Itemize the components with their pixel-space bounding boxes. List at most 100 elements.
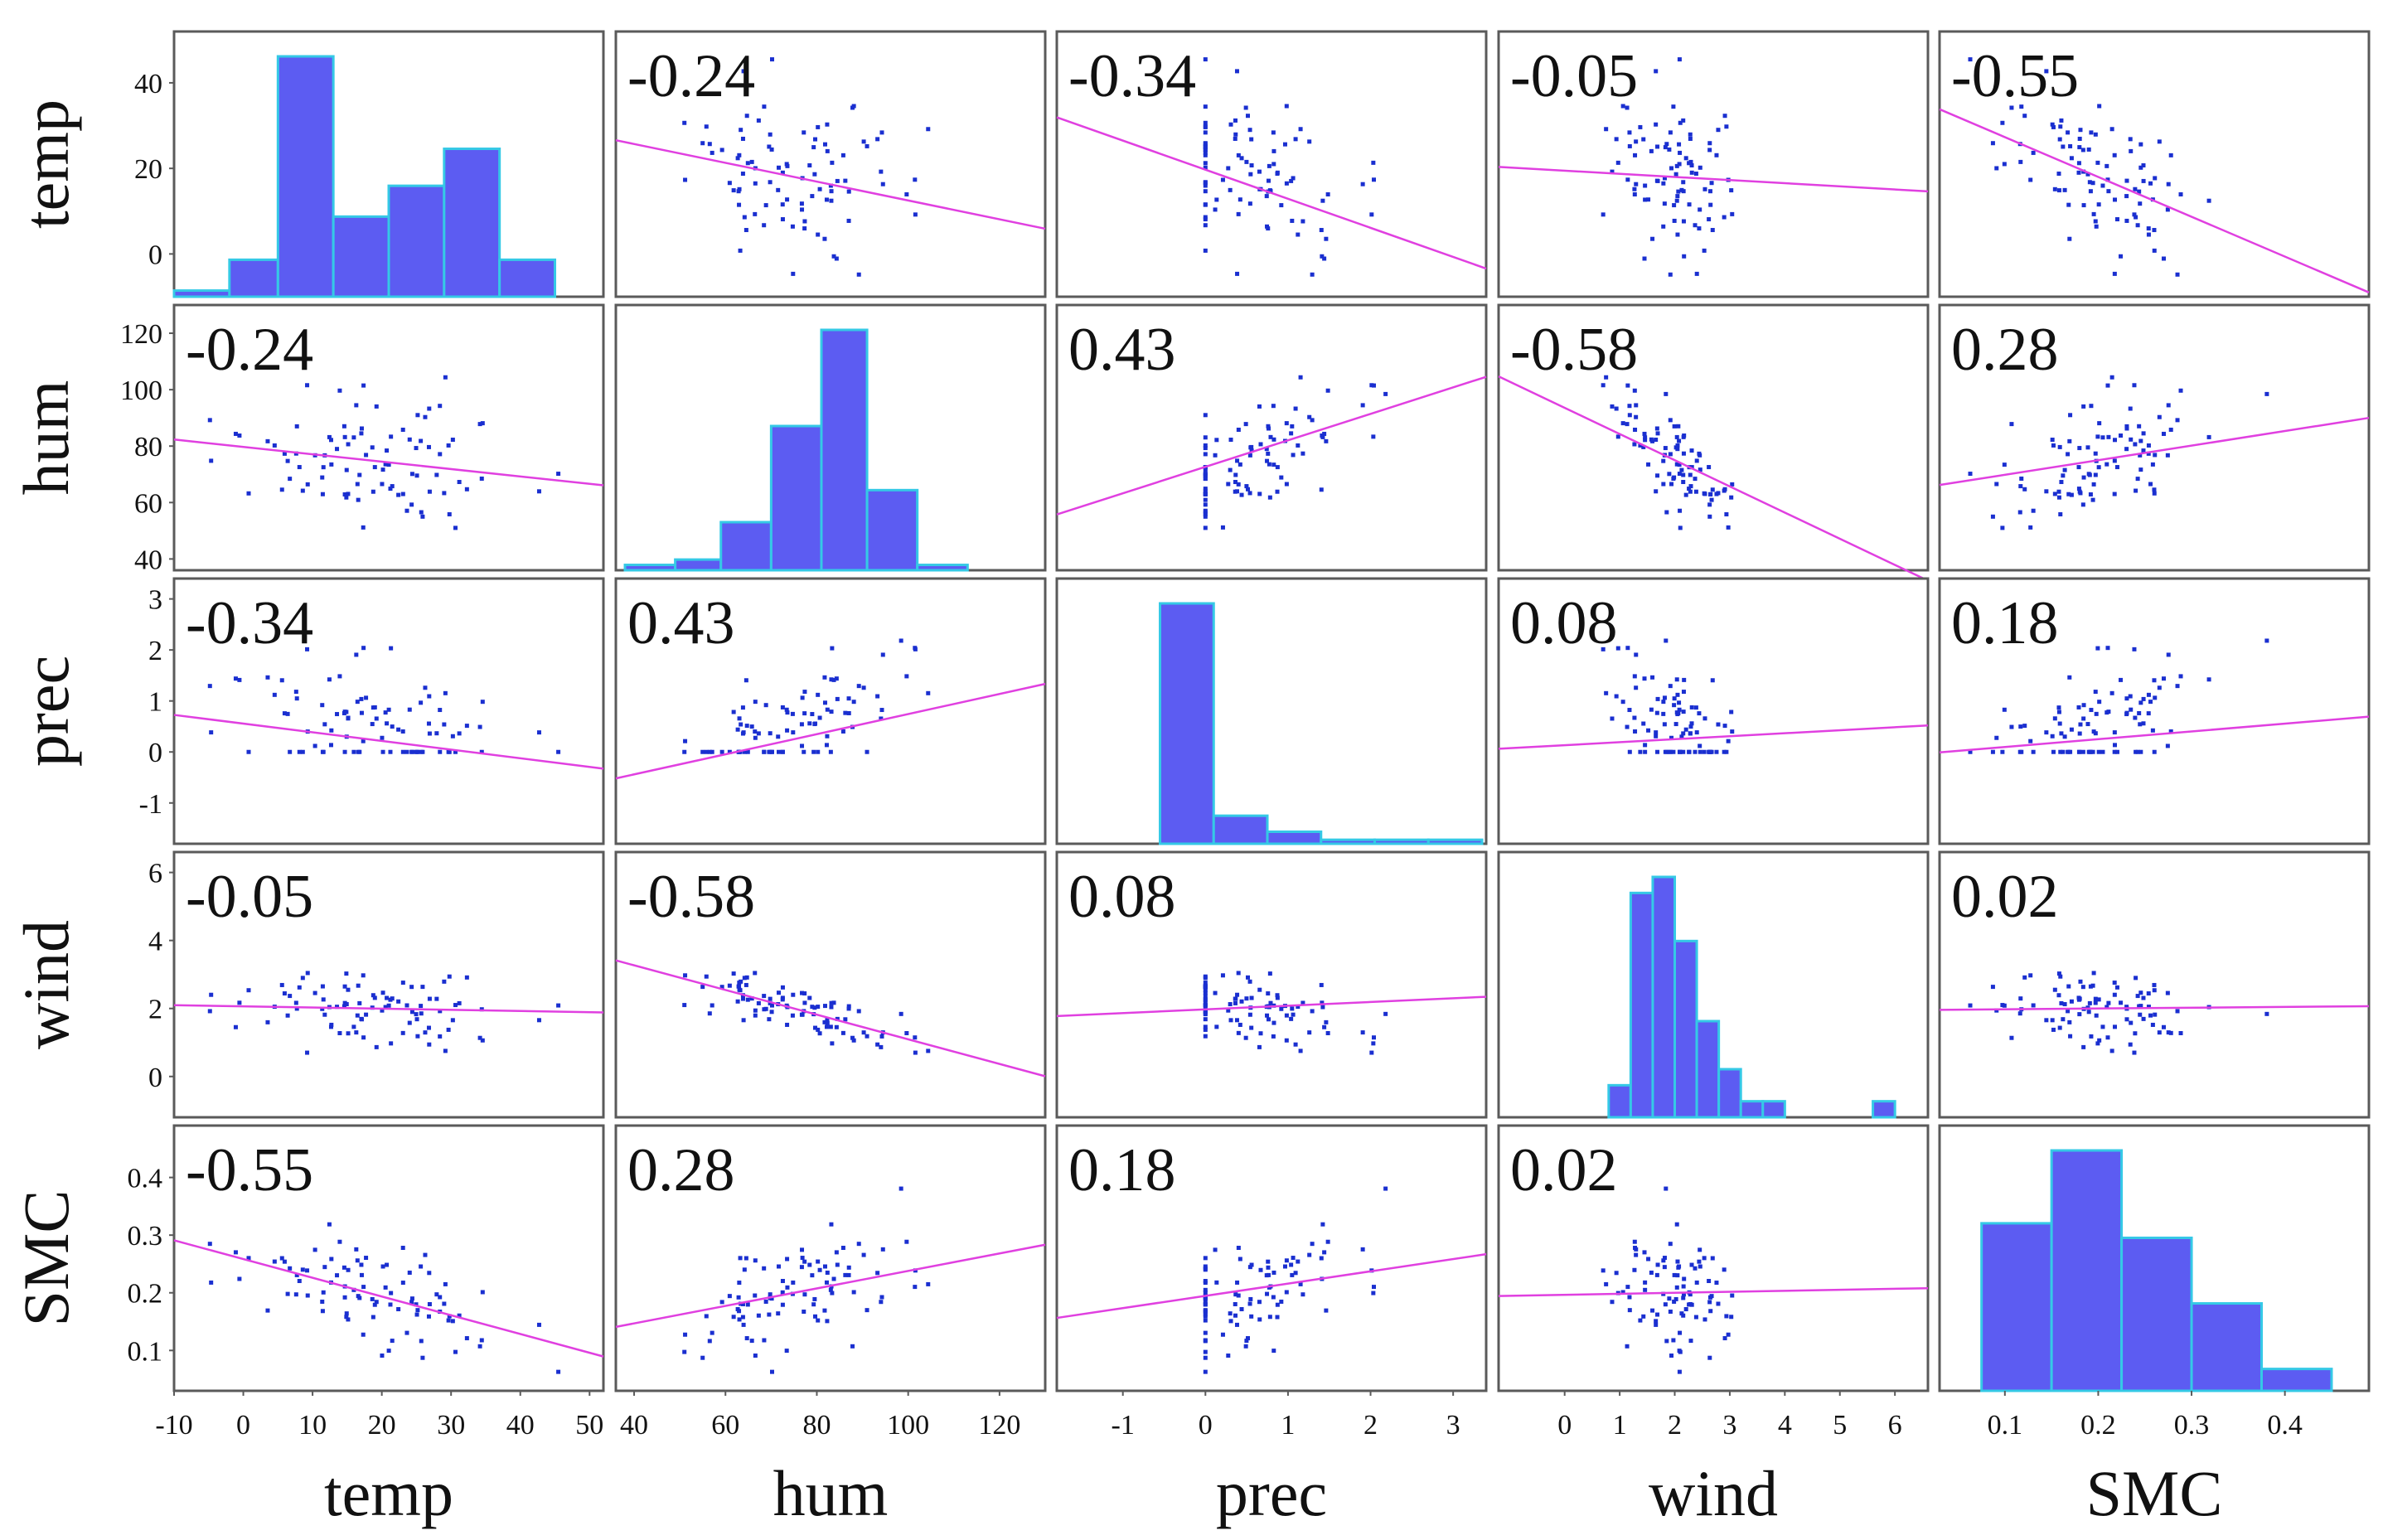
scatter-point — [704, 124, 709, 129]
scatter-point — [743, 228, 748, 233]
scatter-point — [1324, 1308, 1329, 1313]
scatter-point — [1289, 431, 1294, 436]
scatter-point — [829, 1000, 834, 1005]
hist-bar-temp-2 — [276, 55, 335, 298]
scatter-point — [434, 472, 439, 477]
scatter-point — [1310, 272, 1315, 277]
scatter-point — [265, 1019, 270, 1024]
scatter-point — [1688, 731, 1693, 736]
scatter-point — [2105, 646, 2110, 651]
scatter-point — [1641, 1314, 1646, 1319]
scatter-point — [1275, 1302, 1280, 1307]
scatter-point — [2078, 722, 2083, 727]
scatter-point — [388, 1302, 393, 1307]
scatter-point — [2088, 984, 2093, 989]
scatter-point — [2112, 492, 2117, 496]
scatter-point — [741, 1322, 746, 1327]
scatter-point — [1371, 1041, 1376, 1046]
scatter-point — [361, 739, 366, 743]
scatter-point — [1236, 482, 1241, 487]
scatter-point — [2093, 132, 2098, 137]
scatter-point — [2129, 707, 2134, 712]
scatter-point — [400, 492, 405, 496]
scatter-point — [767, 1017, 772, 1022]
scatter-point — [1239, 999, 1244, 1004]
scatter-point — [2153, 453, 2158, 458]
scatter-point — [364, 695, 369, 700]
scatter-point — [409, 502, 414, 507]
scatter-point — [370, 722, 375, 727]
scatter-point — [791, 271, 796, 276]
scatter-point — [807, 721, 812, 726]
scatter-point — [1203, 497, 1208, 502]
scatter-point — [442, 722, 447, 727]
scatter-point — [767, 1312, 772, 1317]
scatter-point — [2104, 1005, 2109, 1010]
scatter-point — [2056, 705, 2061, 710]
scatter-point — [279, 487, 284, 492]
x-axis-label-SMC: SMC — [2086, 1457, 2223, 1529]
scatter-point — [1698, 1247, 1702, 1252]
panel-prec-SMC-frame — [1938, 577, 2371, 845]
scatter-point — [359, 1272, 364, 1277]
scatter-point — [780, 202, 785, 207]
scatter-point — [396, 999, 401, 1004]
scatter-point — [2076, 161, 2081, 166]
scatter-point — [1681, 118, 1686, 123]
scatter-point — [2058, 974, 2063, 979]
scatter-point — [739, 722, 743, 727]
scatter-point — [2175, 1009, 2180, 1014]
scatter-point — [2000, 525, 2005, 530]
scatter-point — [829, 1222, 834, 1227]
scatter-point — [1682, 433, 1687, 438]
scatter-point — [207, 1242, 212, 1247]
scatter-point — [305, 482, 310, 487]
scatter-point — [414, 1312, 419, 1317]
scatter-point — [447, 749, 452, 754]
scatter-point — [480, 1038, 485, 1043]
scatter-point — [2146, 232, 2151, 237]
scatter-point — [1203, 130, 1208, 135]
scatter-point — [355, 700, 360, 705]
scatter-point — [1627, 404, 1632, 409]
scatter-point — [802, 991, 807, 996]
scatter-point — [1655, 696, 1660, 701]
scatter-point — [1249, 448, 1254, 453]
scatter-point — [1681, 690, 1686, 695]
x-tick-label-wind: 1 — [1613, 1410, 1627, 1441]
scatter-point — [419, 1264, 424, 1269]
scatter-point — [835, 178, 840, 183]
scatter-point — [1646, 462, 1651, 467]
scatter-point — [731, 971, 736, 976]
scatter-point — [297, 1279, 302, 1284]
hist-bar-wind-4 — [1695, 1019, 1721, 1119]
scatter-point — [372, 995, 377, 1000]
scatter-point — [1726, 739, 1731, 743]
scatter-point — [825, 122, 830, 127]
scatter-point — [1249, 1262, 1254, 1267]
scatter-point — [2090, 749, 2095, 754]
scatter-point — [812, 1005, 817, 1010]
scatter-point — [843, 1017, 848, 1022]
scatter-point — [2178, 674, 2183, 679]
scatter-point — [2086, 472, 2091, 477]
scatter-point — [282, 1259, 287, 1264]
scatter-point — [831, 254, 836, 259]
fit-line-SMC-temp — [173, 1239, 604, 1358]
scatter-point — [1235, 992, 1240, 997]
scatter-point — [1649, 148, 1654, 153]
scatter-point — [2114, 985, 2119, 990]
scatter-point — [682, 1003, 687, 1008]
scatter-point — [1663, 446, 1668, 451]
scatter-point — [2058, 124, 2063, 129]
scatter-point — [1279, 475, 1284, 480]
scatter-point — [1248, 445, 1253, 450]
scatter-point — [346, 716, 351, 721]
scatter-point — [879, 169, 884, 174]
scatter-point — [1641, 721, 1646, 726]
scatter-point — [1678, 508, 1683, 513]
scatter-point — [1654, 489, 1659, 494]
scatter-point — [207, 684, 212, 689]
scatter-point — [480, 700, 485, 705]
scatter-point — [1203, 161, 1208, 166]
